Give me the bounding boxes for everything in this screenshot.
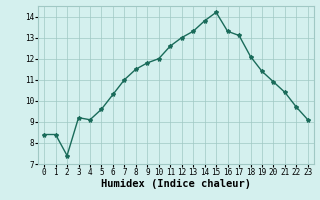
X-axis label: Humidex (Indice chaleur): Humidex (Indice chaleur) (101, 179, 251, 189)
